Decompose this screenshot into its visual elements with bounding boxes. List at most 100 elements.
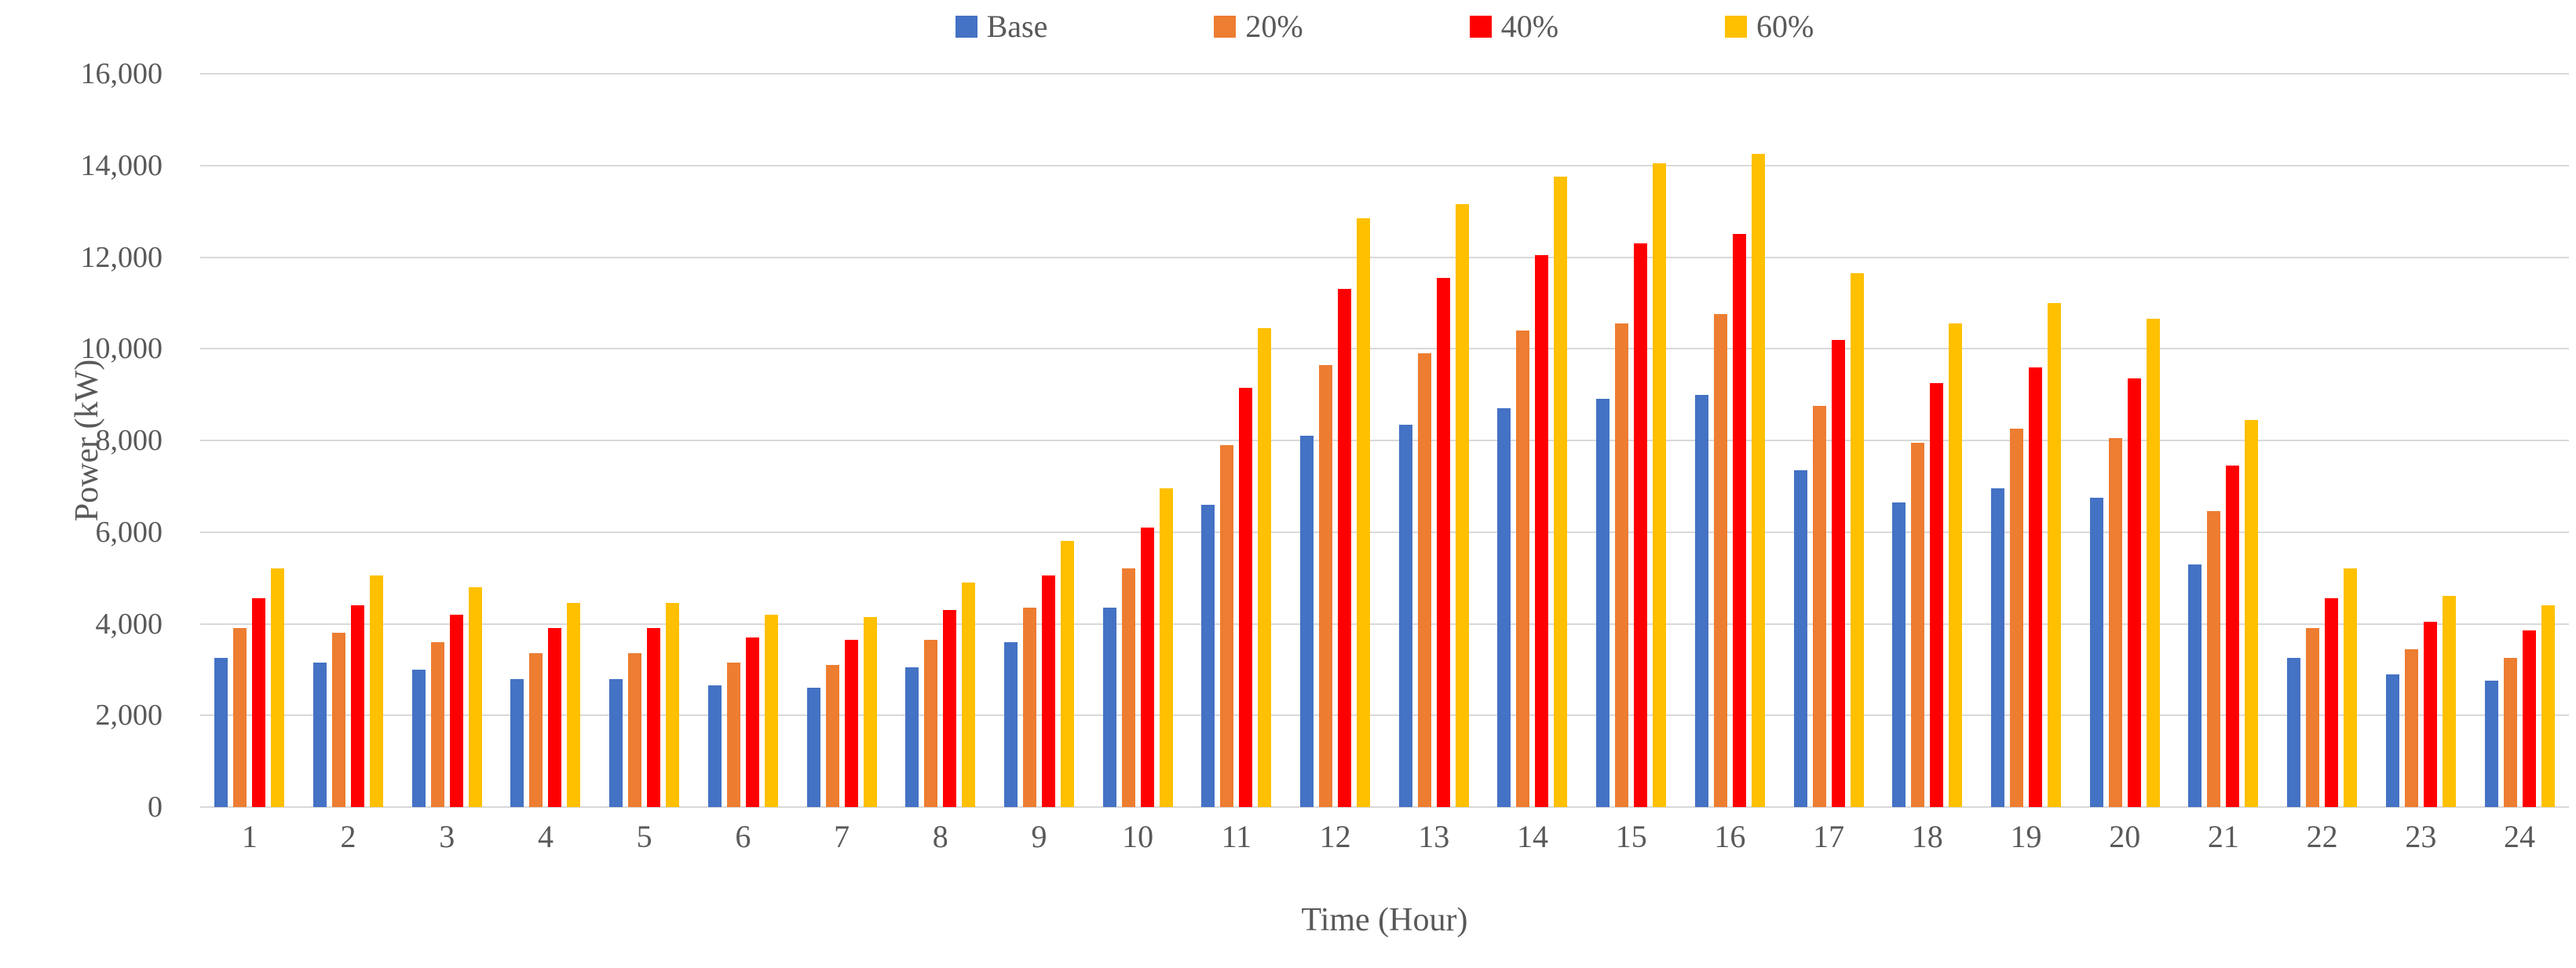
bar-base-hour-20 (2089, 497, 2103, 807)
y-axis-tick-labels: 0 2,000 4,000 6,000 8,000 10,000 12,000 14,000 1… (0, 59, 163, 822)
bar-40--hour-15 (1634, 243, 1648, 807)
bar-60--hour-18 (1949, 323, 1963, 807)
bar-base-hour-11 (1201, 504, 1215, 807)
gridline (200, 164, 2569, 166)
legend-item-60-: 60% (1725, 11, 1814, 42)
legend-label: 20% (1245, 9, 1303, 44)
y-tick-label: 2,000 (95, 699, 163, 732)
bar-base-hour-22 (2287, 658, 2301, 807)
y-tick-label: 12,000 (80, 240, 163, 274)
x-tick-label: 4 (537, 819, 554, 854)
bar-base-hour-4 (510, 678, 524, 807)
bar-60--hour-22 (2344, 568, 2358, 807)
bar-group-hour-19 (1977, 74, 2076, 807)
bar-group-hour-24 (2470, 74, 2569, 807)
x-tick-label: 18 (1911, 819, 1943, 854)
bar-20--hour-24 (2503, 658, 2517, 807)
legend-swatch-icon (1214, 16, 1237, 38)
bar-40--hour-1 (252, 598, 266, 807)
bar-group-hour-13 (1384, 74, 1483, 807)
bar-base-hour-5 (609, 678, 623, 807)
x-tick-label: 23 (2405, 819, 2437, 854)
bar-group-hour-9 (990, 74, 1089, 807)
bar-group-hour-3 (397, 74, 496, 807)
bar-20--hour-12 (1319, 364, 1333, 807)
x-tick-label: 21 (2207, 819, 2239, 854)
bar-60--hour-10 (1159, 488, 1173, 807)
bar-40--hour-6 (745, 637, 759, 807)
x-tick-label: 10 (1122, 819, 1154, 854)
x-tick-label: 2 (340, 819, 356, 854)
bar-group-hour-12 (1286, 74, 1385, 807)
x-tick-label: 6 (735, 819, 751, 854)
bar-40--hour-19 (2029, 367, 2042, 807)
bar-60--hour-4 (567, 603, 581, 807)
bar-40--hour-23 (2423, 621, 2437, 807)
bar-40--hour-18 (1930, 383, 1944, 807)
bar-60--hour-8 (962, 582, 976, 807)
bar-base-hour-18 (1892, 502, 1906, 807)
x-tick-label: 13 (1418, 819, 1450, 854)
bars-layer (200, 74, 2569, 807)
bar-base-hour-21 (2188, 564, 2202, 807)
bar-40--hour-7 (844, 639, 858, 807)
y-tick-label: 0 (148, 791, 163, 824)
bar-60--hour-24 (2541, 605, 2555, 807)
bar-group-hour-4 (496, 74, 595, 807)
bar-40--hour-10 (1140, 527, 1154, 807)
bar-group-hour-10 (1088, 74, 1187, 807)
bar-20--hour-19 (2010, 429, 2023, 807)
bar-base-hour-6 (707, 685, 722, 807)
bar-base-hour-13 (1398, 424, 1412, 807)
bar-base-hour-17 (1793, 469, 1807, 807)
bar-60--hour-15 (1653, 163, 1667, 807)
y-tick-label: 10,000 (80, 332, 163, 366)
bar-40--hour-8 (943, 610, 957, 807)
bar-base-hour-15 (1596, 399, 1610, 807)
chart-legend: Base 20% 40% 60% (200, 11, 2569, 42)
x-tick-label: 20 (2109, 819, 2141, 854)
legend-label: 40% (1500, 9, 1559, 44)
bar-base-hour-14 (1497, 408, 1511, 807)
bar-20--hour-14 (1516, 330, 1530, 807)
bar-20--hour-10 (1121, 568, 1135, 807)
x-tick-label: 19 (2010, 819, 2042, 854)
bar-40--hour-16 (1732, 234, 1746, 807)
bar-60--hour-20 (2146, 319, 2160, 807)
gridline (200, 714, 2569, 717)
bar-60--hour-1 (271, 568, 285, 807)
bar-20--hour-13 (1417, 353, 1431, 807)
x-tick-label: 15 (1615, 819, 1647, 854)
bar-group-hour-16 (1681, 74, 1780, 807)
bar-40--hour-17 (1831, 339, 1845, 807)
x-tick-label: 8 (932, 819, 948, 854)
x-tick-label: 7 (834, 819, 850, 854)
bar-40--hour-12 (1338, 289, 1352, 807)
bar-base-hour-24 (2484, 681, 2498, 807)
x-tick-label: 11 (1221, 819, 1252, 854)
bar-60--hour-16 (1751, 154, 1765, 807)
bar-group-hour-20 (2075, 74, 2174, 807)
bar-20--hour-23 (2404, 648, 2418, 807)
bar-60--hour-23 (2442, 596, 2456, 807)
bar-40--hour-22 (2325, 598, 2339, 807)
bar-20--hour-1 (233, 628, 247, 807)
legend-label: 60% (1756, 9, 1814, 44)
bar-40--hour-3 (449, 614, 463, 807)
gridline (200, 348, 2569, 350)
bar-20--hour-21 (2207, 511, 2221, 807)
legend-swatch-icon (955, 16, 977, 38)
bar-40--hour-14 (1535, 254, 1549, 807)
bar-60--hour-6 (764, 614, 778, 807)
gridline (200, 256, 2569, 258)
bar-group-hour-7 (792, 74, 891, 807)
bar-20--hour-17 (1812, 406, 1826, 807)
bar-40--hour-24 (2522, 630, 2536, 807)
bar-group-hour-17 (1779, 74, 1878, 807)
bar-base-hour-9 (1003, 641, 1018, 807)
x-tick-label: 22 (2306, 819, 2338, 854)
bar-group-hour-6 (694, 74, 793, 807)
bar-20--hour-7 (825, 665, 839, 807)
bar-base-hour-19 (1991, 488, 2004, 807)
bar-base-hour-1 (214, 658, 228, 807)
